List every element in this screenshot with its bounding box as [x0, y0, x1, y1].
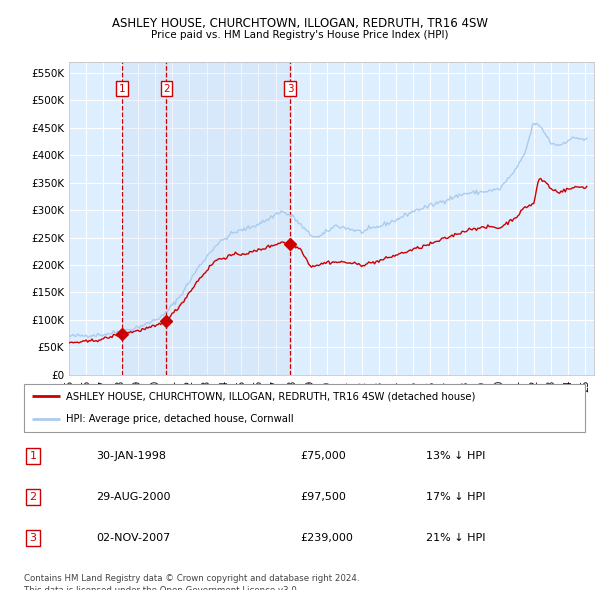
Text: £97,500: £97,500 — [300, 492, 346, 502]
FancyBboxPatch shape — [24, 384, 585, 432]
Text: 2: 2 — [29, 492, 37, 502]
Text: £239,000: £239,000 — [300, 533, 353, 543]
Text: ASHLEY HOUSE, CHURCHTOWN, ILLOGAN, REDRUTH, TR16 4SW (detached house): ASHLEY HOUSE, CHURCHTOWN, ILLOGAN, REDRU… — [66, 391, 475, 401]
Text: HPI: Average price, detached house, Cornwall: HPI: Average price, detached house, Corn… — [66, 414, 294, 424]
Text: 29-AUG-2000: 29-AUG-2000 — [96, 492, 170, 502]
Text: 3: 3 — [287, 84, 293, 94]
Text: Price paid vs. HM Land Registry's House Price Index (HPI): Price paid vs. HM Land Registry's House … — [151, 30, 449, 40]
Bar — [122, 62, 166, 375]
Text: 1: 1 — [29, 451, 37, 461]
Text: 1: 1 — [119, 84, 125, 94]
Text: 30-JAN-1998: 30-JAN-1998 — [96, 451, 166, 461]
Text: 3: 3 — [29, 533, 37, 543]
Text: 17% ↓ HPI: 17% ↓ HPI — [426, 492, 485, 502]
Text: 2: 2 — [163, 84, 170, 94]
Text: Contains HM Land Registry data © Crown copyright and database right 2024.
This d: Contains HM Land Registry data © Crown c… — [24, 574, 359, 590]
Text: 13% ↓ HPI: 13% ↓ HPI — [426, 451, 485, 461]
Text: 21% ↓ HPI: 21% ↓ HPI — [426, 533, 485, 543]
Bar — [166, 62, 290, 375]
Text: ASHLEY HOUSE, CHURCHTOWN, ILLOGAN, REDRUTH, TR16 4SW: ASHLEY HOUSE, CHURCHTOWN, ILLOGAN, REDRU… — [112, 17, 488, 30]
Text: 02-NOV-2007: 02-NOV-2007 — [96, 533, 170, 543]
Text: £75,000: £75,000 — [300, 451, 346, 461]
